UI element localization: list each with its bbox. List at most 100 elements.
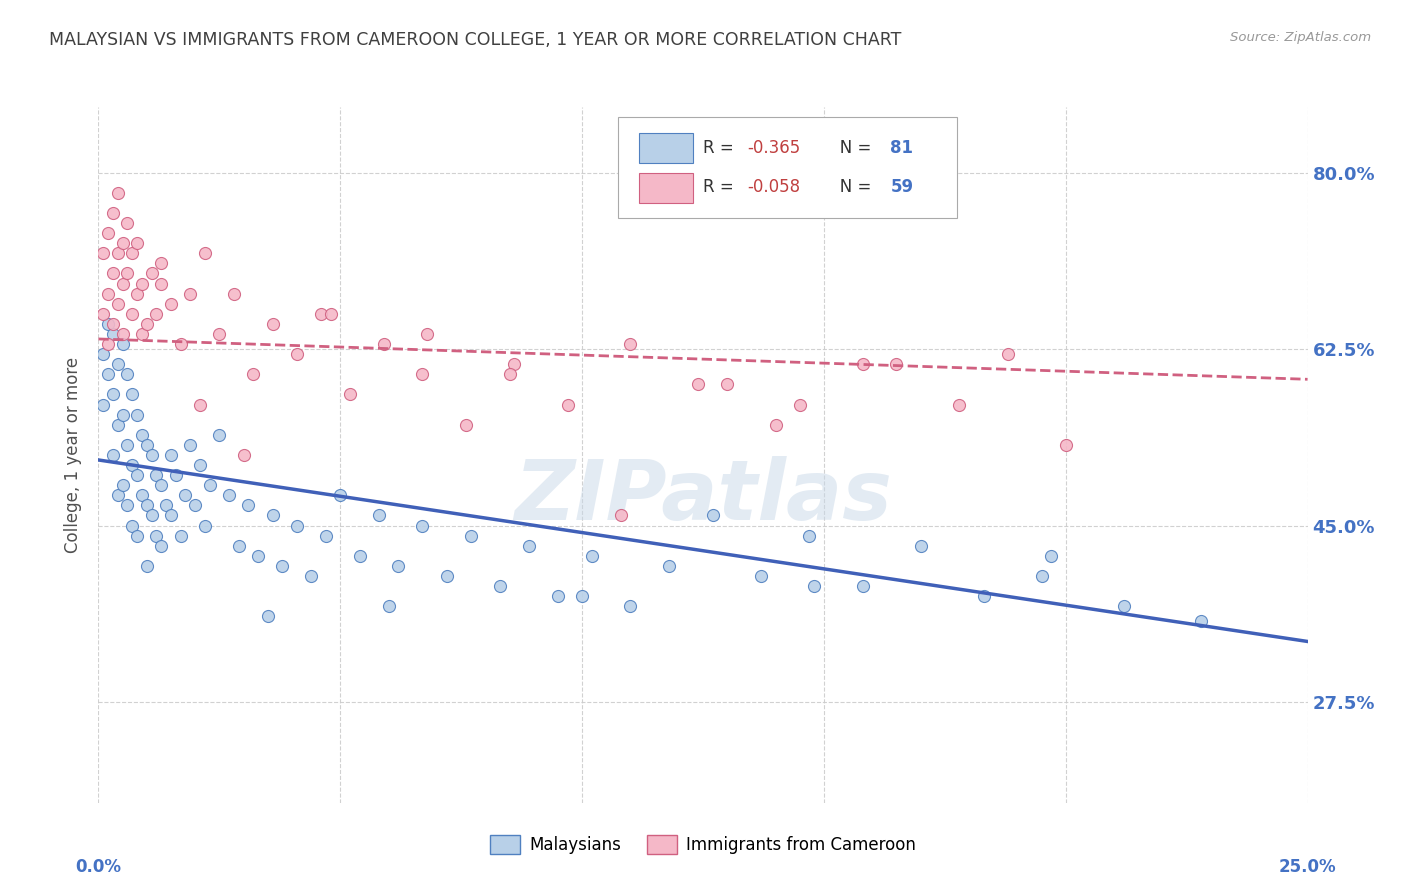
Point [127,528,149,542]
Point [107,417,129,432]
Point [232,448,254,462]
Text: -0.058: -0.058 [748,178,801,195]
Point [121,387,143,401]
Point [121,458,143,472]
Point [997,347,1019,361]
Point [117,216,139,230]
Point [610,508,633,523]
Text: Source: ZipAtlas.com: Source: ZipAtlas.com [1230,31,1371,45]
Point [547,589,569,603]
Point [411,368,433,382]
Point [749,569,772,583]
Point [184,499,207,513]
Legend: Malaysians, Immigrants from Cameroon: Malaysians, Immigrants from Cameroon [482,828,924,861]
Point [101,267,124,281]
Point [688,377,710,392]
Point [285,347,308,361]
Point [228,539,250,553]
Point [165,468,187,483]
Point [285,518,308,533]
Point [198,478,221,492]
Point [218,488,240,502]
Point [101,206,124,220]
Point [107,186,129,200]
Point [91,246,114,260]
Point [107,296,129,310]
Point [571,589,593,603]
Point [97,317,120,331]
Point [517,539,540,553]
Text: R =: R = [703,139,740,157]
Point [1054,438,1077,452]
Text: 59: 59 [890,178,914,195]
Point [1040,549,1063,563]
Point [111,478,134,492]
Point [111,236,134,251]
Point [141,267,163,281]
Text: N =: N = [824,178,876,195]
Point [238,499,260,513]
Point [349,549,371,563]
Point [910,539,932,553]
Point [852,357,875,371]
Point [319,307,342,321]
Point [111,326,134,341]
Point [160,508,183,523]
Point [1189,615,1212,629]
Bar [638,173,693,202]
Point [242,368,264,382]
Point [131,427,153,442]
Point [256,609,278,624]
Point [101,448,124,462]
Bar [638,133,693,163]
Point [377,599,399,614]
Point [174,488,197,502]
Point [141,508,163,523]
Point [852,579,875,593]
Point [141,448,163,462]
Point [160,448,183,462]
Point [135,558,157,573]
Point [150,539,173,553]
Point [489,579,512,593]
Point [131,488,153,502]
Point [111,408,134,422]
Point [581,549,603,563]
Point [145,307,167,321]
Point [131,277,153,291]
Point [127,408,149,422]
Point [329,488,352,502]
Point [247,549,270,563]
Point [135,438,157,452]
Point [619,599,641,614]
Point [155,499,177,513]
Point [262,317,284,331]
Point [150,277,173,291]
Point [101,387,124,401]
Point [169,337,191,351]
Point [97,368,120,382]
Point [557,397,579,411]
Point [194,246,217,260]
Point [107,357,129,371]
Point [101,326,124,341]
Point [150,256,173,270]
Point [107,246,129,260]
Point [299,569,322,583]
Point [160,296,183,310]
Point [716,377,738,392]
Text: 81: 81 [890,139,914,157]
Y-axis label: College, 1 year or more: College, 1 year or more [65,357,83,553]
Text: ZIPatlas: ZIPatlas [515,456,891,537]
Point [416,326,439,341]
Point [121,307,143,321]
Point [799,528,821,542]
Point [121,518,143,533]
Point [271,558,294,573]
Point [387,558,409,573]
Point [208,427,231,442]
Point [309,307,332,321]
Point [111,277,134,291]
Point [460,528,482,542]
Point [135,499,157,513]
